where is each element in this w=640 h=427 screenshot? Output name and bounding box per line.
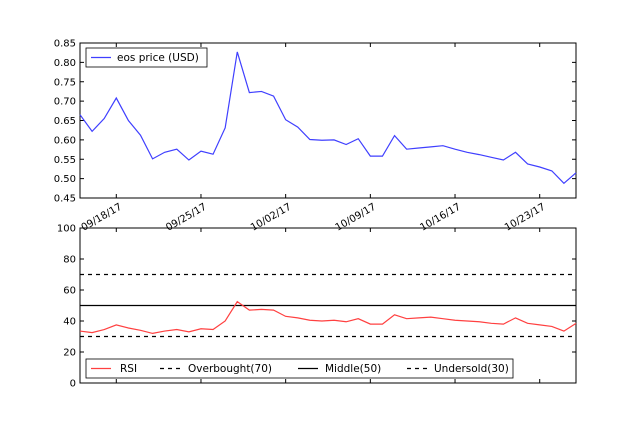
rsi-y-tick-label: 20 <box>63 348 76 359</box>
price-y-tick-label: 0.45 <box>54 194 76 205</box>
price-x-tick-label: 10/16/17 <box>418 202 462 234</box>
price-x-axis: 09/18/17 09/25/17 10/02/17 10/09/17 10/16/17… <box>80 43 547 383</box>
rsi-legend-label-undersold: Undersold(30) <box>434 363 509 375</box>
price-y-tick-label: 0.80 <box>54 58 76 69</box>
price-x-tick-label: 10/09/17 <box>334 202 378 234</box>
price-series-group <box>79 51 577 185</box>
rsi-chart: 0 20 40 60 80 100 RSI Overbought(70) Middle(5… <box>57 224 577 390</box>
rsi-y-axis: 0 20 40 60 80 100 <box>57 224 576 390</box>
rsi-y-tick-label: 40 <box>63 317 76 328</box>
price-y-tick-label: 0.70 <box>54 97 76 108</box>
price-legend-box <box>85 47 208 68</box>
rsi-series-group <box>79 300 577 335</box>
price-y-tick-label: 0.65 <box>54 116 76 127</box>
price-y-tick-label: 0.50 <box>54 174 76 185</box>
rsi-y-tick-label: 80 <box>63 255 76 266</box>
rsi-y-tick-label: 100 <box>57 224 76 235</box>
price-x-tick-label: 10/23/17 <box>503 202 547 234</box>
price-y-tick-label: 0.60 <box>54 135 76 146</box>
price-x-tick-label: 09/18/17 <box>80 202 124 234</box>
price-y-tick-label: 0.75 <box>54 77 76 88</box>
price-series-line <box>79 51 577 185</box>
price-y-tick-label: 0.55 <box>54 155 76 166</box>
price-y-axis: 0.45 0.50 0.55 0.60 0.65 0.70 0.75 0.80 0.85 <box>54 39 576 205</box>
rsi-y-tick-label: 0 <box>70 379 76 390</box>
price-chart: 0.45 0.50 0.55 0.60 0.65 0.70 0.75 0.80 0.85 09/… <box>54 39 577 383</box>
rsi-legend-label-middle: Middle(50) <box>325 363 381 375</box>
rsi-series-line <box>79 300 577 335</box>
rsi-levels-group <box>80 273 576 338</box>
price-legend-label: eos price (USD) <box>117 52 199 64</box>
rsi-legend-label-rsi: RSI <box>120 363 137 375</box>
price-legend: eos price (USD) <box>85 47 208 68</box>
rsi-legend-label-overbought: Overbought(70) <box>188 363 272 375</box>
price-x-tick-label: 10/02/17 <box>249 202 293 234</box>
price-y-tick-label: 0.85 <box>54 39 76 50</box>
price-x-tick-label: 09/25/17 <box>164 202 208 234</box>
rsi-y-tick-label: 60 <box>63 286 76 297</box>
rsi-legend: RSI Overbought(70) Middle(50) Undersold(… <box>85 358 514 379</box>
